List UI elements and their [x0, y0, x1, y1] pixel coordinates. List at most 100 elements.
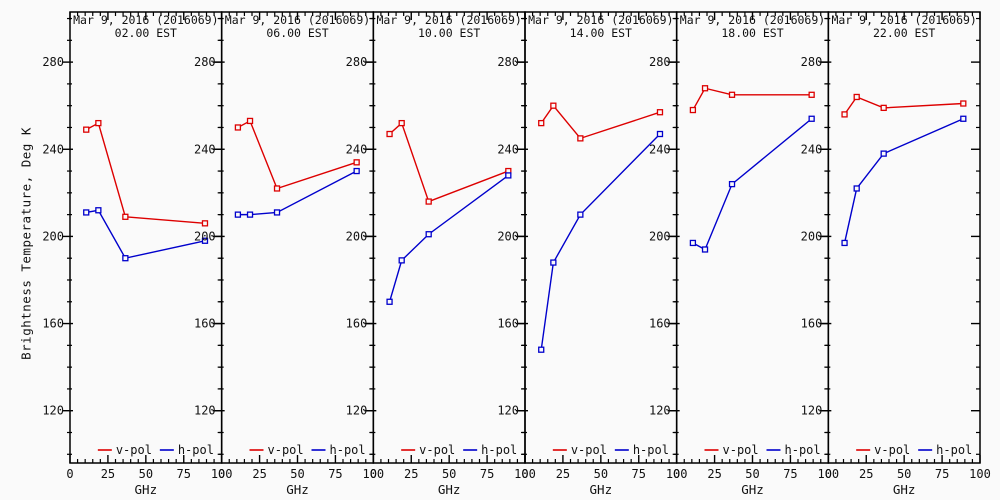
panel-18-00-: Mar 9, 2016 (2016069)18.00 EST1201602002…: [649, 11, 839, 497]
v-pol-marker: [853, 93, 860, 101]
h-pol-marker: [246, 211, 254, 218]
legend-hpol-label: h-pol: [936, 443, 972, 457]
legend-vpol-label: v-pol: [571, 443, 607, 457]
h-pol-marker: [960, 115, 967, 122]
h-pol-marker: [234, 211, 242, 218]
h-pol-marker: [577, 211, 584, 218]
v-pol-line: [237, 119, 357, 190]
h-pol-marker: [122, 255, 129, 262]
y-tick-label: 240: [649, 142, 671, 156]
x-tick-label: 50: [290, 467, 304, 481]
x-axis-title: GHz: [741, 482, 764, 497]
v-pol-marker: [577, 135, 584, 142]
y-tick-label: 240: [497, 142, 519, 156]
x-tick-label: 75: [632, 467, 646, 481]
legend-hpol-label: h-pol: [178, 443, 214, 457]
v-pol-marker: [386, 130, 393, 138]
y-tick-label: 240: [346, 142, 368, 156]
panel-02-00-: Mar 9, 2016 (2016069)02.00 EST1201602002…: [42, 11, 233, 497]
v-pol-marker: [880, 104, 887, 112]
y-tick-label: 160: [801, 317, 823, 331]
x-tick-label: 50: [442, 467, 456, 481]
h-pol-marker: [689, 239, 697, 247]
x-tick-label: 75: [783, 467, 797, 481]
x-tick-label: 0: [66, 467, 73, 481]
x-axis-title: GHz: [286, 482, 309, 497]
x-tick-label: 25: [101, 467, 115, 481]
v-pol-line: [692, 87, 812, 111]
v-pol-marker: [701, 85, 709, 92]
x-tick-label: 25: [404, 467, 418, 481]
h-pol-marker: [505, 172, 512, 179]
x-tick-label: 100: [666, 467, 688, 481]
y-tick-label: 240: [194, 142, 216, 156]
v-pol-marker: [398, 119, 405, 127]
x-tick-label: 50: [745, 467, 759, 481]
v-pol-line: [843, 96, 964, 115]
v-pol-marker: [425, 198, 432, 205]
y-tick-label: 200: [649, 229, 671, 243]
x-tick-label: 0: [218, 467, 225, 481]
y-tick-label: 200: [346, 229, 368, 243]
h-pol-marker: [701, 246, 709, 253]
v-pol-marker: [689, 106, 697, 114]
y-tick-label: 280: [194, 55, 216, 69]
v-pol-marker: [273, 185, 281, 192]
v-pol-marker: [728, 91, 736, 98]
x-tick-label: 100: [817, 467, 839, 481]
y-tick-label: 160: [497, 317, 519, 331]
legend-vpol-label: v-pol: [268, 443, 304, 457]
v-pol-line: [85, 122, 206, 225]
y-tick-label: 200: [42, 229, 64, 243]
y-tick-label: 280: [42, 55, 64, 69]
x-axis-title: GHz: [135, 482, 158, 497]
x-axis-title: GHz: [438, 482, 461, 497]
h-pol-marker: [808, 115, 815, 122]
h-pol-line: [86, 209, 206, 259]
y-tick-label: 120: [497, 404, 519, 418]
panel-subtitle: 10.00 EST: [418, 26, 480, 40]
v-pol-line: [540, 104, 661, 140]
h-pol-line: [237, 170, 357, 216]
h-pol-marker: [386, 298, 393, 305]
y-tick-label: 120: [346, 404, 368, 418]
panel-subtitle: 06.00 EST: [266, 26, 328, 40]
x-tick-label: 75: [177, 467, 191, 481]
y-tick-label: 200: [194, 229, 216, 243]
h-pol-line: [843, 118, 964, 244]
legend-vpol-label: v-pol: [116, 443, 152, 457]
v-pol-line: [389, 121, 509, 203]
x-tick-label: 25: [556, 467, 570, 481]
x-tick-label: 75: [935, 467, 949, 481]
v-pol-marker: [960, 100, 967, 107]
x-tick-label: 100: [211, 467, 233, 481]
y-tick-label: 200: [801, 229, 823, 243]
h-pol-line: [388, 174, 509, 302]
v-pol-marker: [83, 126, 90, 133]
x-tick-label: 100: [969, 467, 991, 481]
y-tick-label: 280: [649, 55, 671, 69]
y-axis-title: Brightness Temperature, Deg K: [18, 127, 34, 360]
x-tick-label: 25: [859, 467, 873, 481]
h-pol-marker: [841, 239, 848, 247]
y-tick-label: 120: [801, 404, 823, 418]
y-tick-label: 160: [346, 317, 368, 331]
v-pol-marker: [538, 119, 545, 127]
legend-vpol-label: v-pol: [723, 443, 759, 457]
h-pol-marker: [880, 150, 887, 157]
h-pol-line: [692, 118, 813, 251]
x-tick-label: 0: [370, 467, 377, 481]
x-tick-label: 0: [673, 467, 680, 481]
y-tick-label: 200: [497, 229, 519, 243]
h-pol-marker: [398, 257, 405, 264]
h-pol-marker: [83, 209, 90, 216]
v-pol-marker: [550, 102, 557, 109]
v-pol-marker: [95, 119, 102, 127]
v-pol-marker: [234, 124, 242, 131]
y-tick-label: 120: [649, 404, 671, 418]
v-pol-marker: [122, 213, 129, 220]
v-pol-marker: [201, 220, 209, 227]
h-pol-marker: [853, 185, 860, 192]
x-tick-label: 100: [362, 467, 384, 481]
